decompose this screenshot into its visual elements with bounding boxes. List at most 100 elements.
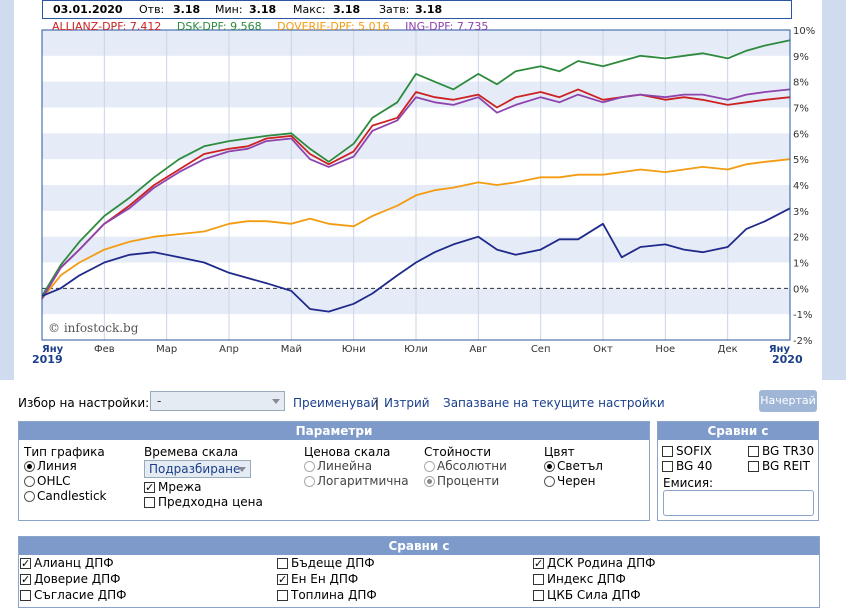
radio-icon bbox=[24, 476, 35, 487]
checkbox-icon bbox=[144, 482, 155, 493]
rename-link[interactable]: Преименувай bbox=[293, 396, 379, 410]
fund-nn-checkbox[interactable]: Ен Ен ДПФ bbox=[277, 572, 358, 587]
min-label: Мин: bbox=[215, 3, 243, 16]
series-line-3 bbox=[41, 88, 791, 300]
checkbox-icon bbox=[144, 497, 155, 508]
preset-select[interactable]: - bbox=[150, 391, 285, 411]
y-tick-label: 0% bbox=[793, 284, 809, 295]
fund-index-checkbox[interactable]: Индекс ДПФ bbox=[533, 572, 626, 587]
legend-dsk: DSK-DPF: 9.568 bbox=[176, 20, 262, 33]
chart-series bbox=[41, 39, 791, 313]
parameters-title: Параметри bbox=[19, 422, 649, 440]
x-year-start-label: 2019 bbox=[32, 353, 63, 366]
emission-label: Емисия: bbox=[663, 476, 714, 490]
x-tick-label: Мар bbox=[156, 344, 177, 355]
x-axis-ticks: Яну Фев Мар Апр Май Юни Юли Авг Сеп Окт Ное Дек Яну bbox=[42, 344, 790, 355]
y-tick-label: 4% bbox=[793, 181, 809, 192]
compare-bg40-checkbox[interactable]: BG 40 bbox=[662, 459, 712, 474]
link-separator: | bbox=[375, 396, 380, 410]
compare-funds-title: Сравни с bbox=[19, 537, 819, 555]
radio-icon bbox=[544, 461, 555, 472]
previous-price-checkbox[interactable]: Предходна цена bbox=[144, 495, 263, 510]
quote-info-bar: 03.01.2020 Отв: 3.18 Мин: 3.18 Макс: 3.1… bbox=[42, 0, 792, 19]
fund-badeshte-checkbox[interactable]: Бъдеще ДПФ bbox=[277, 556, 375, 571]
radio-icon bbox=[304, 461, 315, 472]
y-tick-label: -2% bbox=[793, 336, 812, 347]
price-scale-title: Ценова скала bbox=[304, 445, 391, 459]
grid-checkbox[interactable]: Мрежа bbox=[144, 480, 202, 495]
y-tick-label: 8% bbox=[793, 78, 809, 89]
y-axis-ticks: 10% 9% 8% 7% 6% 5% 4% 3% 2% 1% 0% -1% -2% bbox=[793, 26, 815, 347]
radio-icon bbox=[424, 461, 435, 472]
chevron-down-icon bbox=[272, 399, 280, 404]
checkbox-icon bbox=[533, 558, 544, 569]
emission-input[interactable] bbox=[663, 490, 814, 516]
checkbox-icon bbox=[533, 590, 544, 601]
compare-sofix-checkbox[interactable]: SOFIX bbox=[662, 444, 712, 459]
color-light-radio[interactable]: Светъл bbox=[544, 459, 603, 474]
preset-select-value: - bbox=[157, 394, 162, 408]
x-tick-label: Фев bbox=[94, 344, 115, 355]
chart-type-candlestick-radio[interactable]: Candlestick bbox=[24, 489, 107, 504]
x-tick-label: Ное bbox=[655, 344, 675, 355]
chart-type-line-radio[interactable]: Линия bbox=[24, 459, 77, 474]
compare-bgtr30-checkbox[interactable]: BG TR30 bbox=[748, 444, 814, 459]
values-percent-radio[interactable]: Проценти bbox=[424, 474, 499, 489]
series-line-4 bbox=[41, 207, 791, 313]
price-scale-log-radio[interactable]: Логаритмична bbox=[304, 474, 409, 489]
values-title: Стойности bbox=[424, 445, 492, 459]
time-scale-select[interactable]: Подразбиране bbox=[144, 460, 251, 478]
price-scale-linear-radio[interactable]: Линейна bbox=[304, 459, 372, 474]
radio-icon bbox=[424, 476, 435, 487]
chart-type-title: Тип графика bbox=[24, 445, 105, 459]
color-black-radio[interactable]: Черен bbox=[544, 474, 595, 489]
checkbox-icon bbox=[277, 590, 288, 601]
y-tick-label: 10% bbox=[793, 26, 815, 37]
right-side-band bbox=[822, 0, 846, 380]
y-tick-label: 7% bbox=[793, 104, 809, 115]
series-line-0 bbox=[41, 88, 791, 300]
fund-dsk-rodina-checkbox[interactable]: ДСК Родина ДПФ bbox=[533, 556, 656, 571]
y-tick-label: 1% bbox=[793, 259, 809, 270]
fund-ckb-sila-checkbox[interactable]: ЦКБ Сила ДПФ bbox=[533, 588, 641, 603]
x-tick-label: Окт bbox=[593, 344, 613, 355]
checkbox-icon bbox=[20, 574, 31, 585]
fund-toplina-checkbox[interactable]: Топлина ДПФ bbox=[277, 588, 377, 603]
parameters-panel: Параметри bbox=[18, 421, 650, 521]
checkbox-icon bbox=[20, 590, 31, 601]
x-tick-label: Юни bbox=[342, 344, 366, 355]
y-tick-label: -1% bbox=[793, 310, 812, 321]
save-settings-link[interactable]: Запазване на текущите настройки bbox=[443, 396, 665, 410]
draw-button[interactable]: Начертай bbox=[759, 390, 817, 412]
delete-link[interactable]: Изтрий bbox=[384, 396, 430, 410]
compare-funds-panel: Сравни с bbox=[18, 536, 820, 608]
time-scale-select-value: Подразбиране bbox=[149, 462, 241, 476]
series-line-1 bbox=[41, 39, 791, 297]
compare-indices-title: Сравни с bbox=[658, 422, 818, 440]
x-tick-label: Юли bbox=[404, 344, 428, 355]
checkbox-icon bbox=[277, 574, 288, 585]
watermark: © infostock.bg bbox=[48, 321, 139, 335]
x-tick-label: Сеп bbox=[531, 344, 551, 355]
fund-doverie-checkbox[interactable]: Доверие ДПФ bbox=[20, 572, 121, 587]
legend-doverie: DOVERIE-DPF: 5.016 bbox=[277, 20, 390, 33]
x-tick-label: Дек bbox=[718, 344, 738, 355]
checkbox-icon bbox=[662, 446, 673, 457]
checkbox-icon bbox=[662, 461, 673, 472]
checkbox-icon bbox=[20, 558, 31, 569]
max-label: Макс: bbox=[293, 3, 326, 16]
color-title: Цвят bbox=[544, 445, 575, 459]
fund-saglasie-checkbox[interactable]: Съгласие ДПФ bbox=[20, 588, 127, 603]
min-value: 3.18 bbox=[249, 3, 277, 16]
x-year-end-label: 2020 bbox=[772, 353, 803, 366]
time-scale-title: Времева скала bbox=[144, 445, 239, 459]
price-chart[interactable]: 10% 9% 8% 7% 6% 5% 4% 3% 2% 1% 0% -1% -2% Яну Фев Мар А… bbox=[0, 0, 846, 380]
chart-type-ohlc-radio[interactable]: OHLC bbox=[24, 474, 71, 489]
quote-date: 03.01.2020 bbox=[53, 3, 123, 16]
values-absolute-radio[interactable]: Абсолютни bbox=[424, 459, 507, 474]
radio-icon bbox=[544, 476, 555, 487]
compare-bgreit-checkbox[interactable]: BG REIT bbox=[748, 459, 810, 474]
fund-allianz-checkbox[interactable]: Алианц ДПФ bbox=[20, 556, 114, 571]
radio-icon bbox=[304, 476, 315, 487]
radio-icon bbox=[24, 461, 35, 472]
